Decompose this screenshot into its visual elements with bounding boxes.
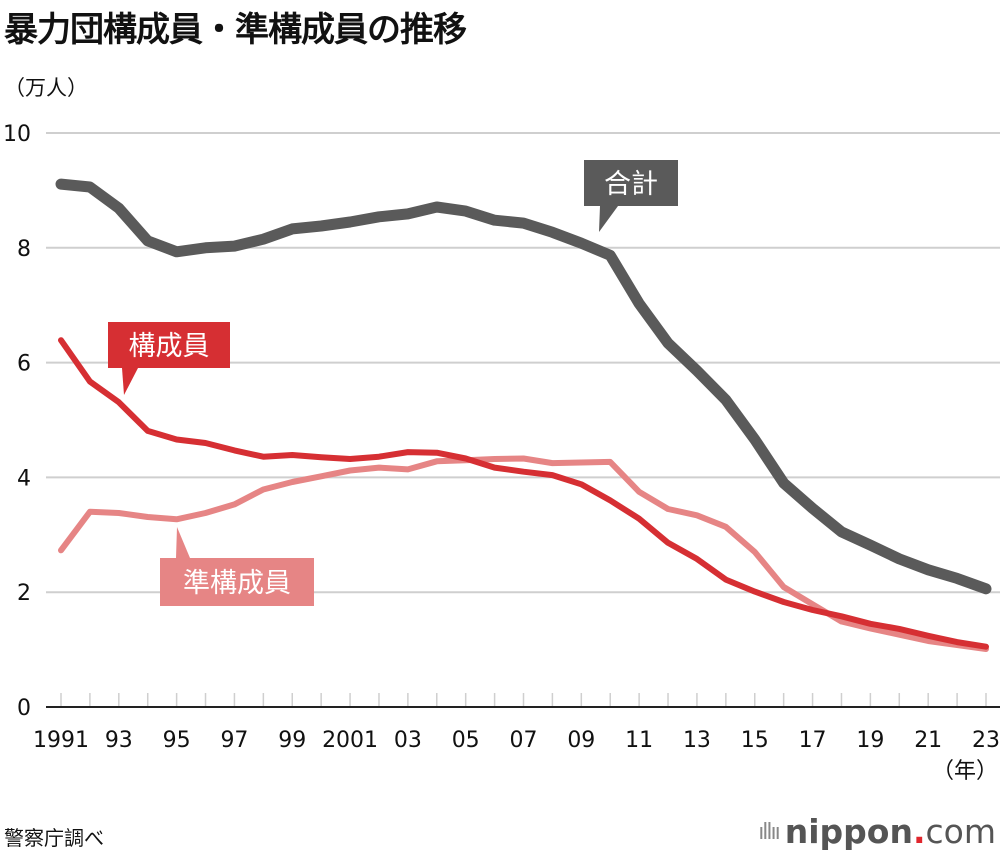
series-line-0 [55,178,992,595]
logo-bars-icon: ıllıı [758,820,781,845]
x-tick-label: 17 [799,728,827,753]
callout-box [160,558,314,606]
callout-1: 構成員 [108,322,230,395]
callout-label: 準構成員 [183,568,291,599]
x-tick-label: 15 [741,728,769,753]
callout-pointer [176,527,190,558]
x-tick-label: 93 [105,728,133,753]
callout-pointer [599,206,618,232]
callout-box [108,322,230,368]
callout-box [584,160,678,206]
nippon-logo: ıllıı nippon.com [758,812,996,851]
series-lines [55,178,992,652]
x-tick-label: 07 [510,728,538,753]
x-tick-label: 1991 [33,728,89,753]
x-tick-label: 19 [856,728,884,753]
logo-dot: . [912,812,926,851]
x-tick-label: 23 [972,728,1000,753]
x-tick-label: 97 [220,728,248,753]
callout-pointer [122,368,138,395]
x-tick-label: 05 [452,728,480,753]
y-tick-label: 2 [17,581,31,606]
y-tick-label: 0 [17,696,31,721]
y-tick-label: 4 [17,466,31,491]
y-tick-label: 6 [17,352,31,377]
callout-2: 準構成員 [160,527,314,606]
callout-0: 合計 [584,160,678,232]
logo-name: nippon [784,812,913,851]
x-axis: 1991 93 95 97 99 2001 03 05 07 09 11 13 15 17 19 21 23 [33,693,1000,753]
x-tick-label: 99 [278,728,306,753]
y-axis-ticks: 0 2 4 6 8 10 [3,122,31,721]
source-note: 警察庁調べ [4,826,104,850]
x-tick-label: 11 [625,728,653,753]
y-axis-unit-label: （万人） [4,76,88,100]
chart-title: 暴力団構成員・準構成員の推移 [4,10,467,50]
x-tick-label: 21 [914,728,942,753]
series-line-1 [58,337,989,650]
callout-label: 構成員 [129,331,210,362]
x-tick-label: 13 [683,728,711,753]
x-axis-unit-label: （年） [932,759,998,784]
y-tick-label: 10 [3,122,31,147]
y-tick-label: 8 [17,237,31,262]
logo-tld: com [925,812,996,851]
x-tick-label: 09 [567,728,595,753]
x-tick-label: 03 [394,728,422,753]
x-tick-label: 2001 [322,728,378,753]
callout-label: 合計 [604,169,658,200]
x-tick-label: 95 [163,728,191,753]
